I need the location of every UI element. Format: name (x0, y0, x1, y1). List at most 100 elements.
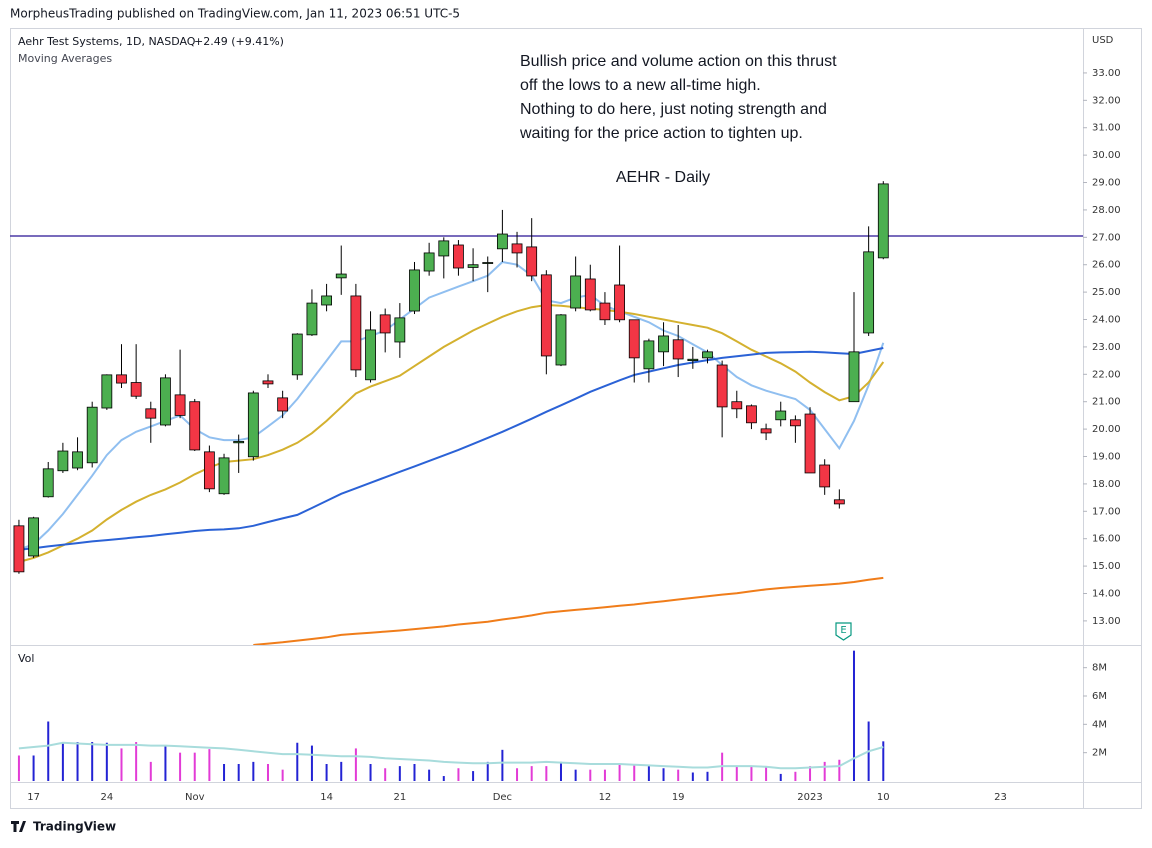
y-tick-label: 33.00 (1092, 68, 1121, 79)
candle-body (335, 273, 347, 279)
volume-bar (120, 748, 123, 781)
candle-body (467, 264, 479, 268)
candle-body (848, 351, 860, 403)
volume-bar (413, 764, 416, 781)
x-tick-label: 10 (877, 792, 890, 803)
currency: USD (1092, 35, 1114, 46)
volume-bar (398, 766, 401, 781)
candle-body (511, 243, 523, 254)
candle-body (570, 275, 582, 309)
volume-bar (208, 749, 211, 781)
candle-body (247, 392, 259, 458)
price-pane (10, 181, 1083, 645)
volume-bar (223, 764, 226, 781)
candle-body (819, 464, 831, 488)
volume-bar (574, 769, 577, 781)
annotation: waiting for the price action to tighten … (519, 125, 803, 142)
candle-body (453, 244, 464, 269)
candle-body (203, 451, 215, 490)
volume-bar (501, 749, 504, 781)
volume-bar (149, 761, 152, 781)
candle-body (658, 335, 669, 353)
volume-bar (296, 742, 299, 781)
earnings-label[interactable]: E (840, 625, 846, 636)
chart-title: AEHR - Daily (616, 169, 710, 186)
volume-bar (237, 764, 240, 781)
volume-bar (545, 766, 548, 781)
candle-body (877, 183, 889, 259)
volume-bar (530, 766, 533, 781)
candle-body (438, 240, 450, 257)
volume-bar (852, 650, 855, 781)
volume-bar (369, 764, 372, 781)
candle-body (306, 302, 318, 336)
candle-body (86, 406, 98, 464)
candle-body (526, 246, 538, 277)
y-tick-label: 13.00 (1092, 616, 1121, 627)
y-tick-label: 4M (1092, 719, 1107, 730)
volume-bar (516, 768, 519, 781)
y-tick-label: 20.00 (1092, 424, 1121, 435)
volume-bar (823, 761, 826, 781)
candle-body (130, 382, 142, 397)
candle-body (277, 397, 289, 412)
y-tick-label: 25.00 (1092, 287, 1121, 298)
candle-body (233, 441, 245, 444)
volume-bar (384, 768, 387, 781)
volume-bar (457, 768, 460, 781)
brand: TradingView (33, 820, 116, 834)
candle-body (116, 374, 127, 384)
candle-body (42, 468, 54, 498)
candle-body (496, 233, 508, 250)
candle-body (13, 525, 25, 573)
candle-body (379, 314, 391, 334)
candle-body (189, 401, 201, 451)
candle-body (599, 302, 611, 321)
candle-body (833, 499, 845, 505)
moving-average (18, 347, 884, 551)
candle-body (584, 278, 596, 311)
y-tick-label: 30.00 (1092, 150, 1121, 161)
y-tick-label: 14.00 (1092, 588, 1121, 599)
volume-bar (442, 776, 445, 781)
candle-body (291, 333, 303, 376)
volume-bar (882, 741, 885, 781)
frame (10, 28, 1142, 809)
x-tick-label: 19 (672, 792, 685, 803)
candle-body (643, 340, 655, 370)
volume-label: Vol (18, 652, 34, 665)
volume-bar (472, 771, 475, 781)
volume-bar (838, 759, 841, 781)
volume-bar (779, 773, 782, 781)
y-tick-label: 28.00 (1092, 205, 1121, 216)
volume-bar (252, 761, 255, 781)
moving-average (18, 303, 885, 563)
change: +2.49 (+9.41%) (194, 35, 284, 48)
y-tick-label: 22.00 (1092, 369, 1121, 380)
volume-bar (809, 766, 812, 781)
volume-bar (266, 764, 269, 781)
candle-body (365, 329, 376, 381)
earnings-badge[interactable] (835, 622, 852, 641)
x-tick-label: 14 (320, 792, 333, 803)
volume-bar (706, 771, 709, 781)
volume-bar (647, 766, 650, 781)
candle-body (57, 450, 69, 472)
volume-bar (61, 742, 64, 781)
y-tick-label: 21.00 (1092, 397, 1121, 408)
candle-body (716, 364, 728, 408)
x-tick-label: 17 (27, 792, 40, 803)
candle-body (804, 413, 816, 474)
volume-bar (32, 755, 35, 781)
y-tick-label: 31.00 (1092, 123, 1121, 134)
publisher: MorpheusTrading published on TradingView… (10, 7, 460, 21)
volume-bar (750, 766, 753, 781)
annotation: Bullish price and volume action on this … (520, 53, 837, 70)
volume-bar (340, 761, 343, 781)
volume-bar (662, 768, 665, 781)
volume-bar (735, 766, 738, 781)
volume-bar (603, 769, 606, 781)
candle-body (628, 319, 640, 359)
candle-body (145, 408, 157, 419)
